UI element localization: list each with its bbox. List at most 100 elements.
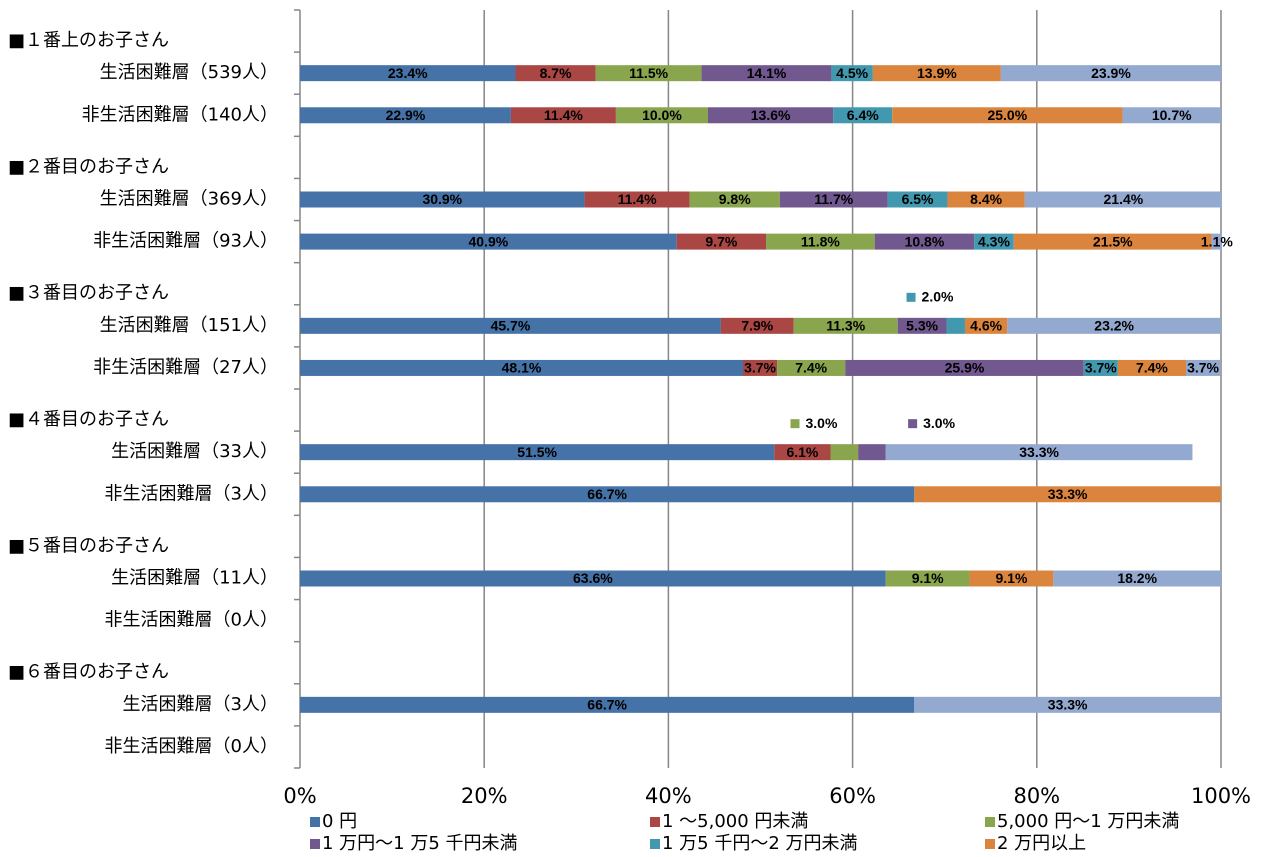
value-label: 51.5% — [517, 444, 557, 460]
bar-segment — [300, 233, 677, 250]
value-label: 33.3% — [1019, 444, 1059, 460]
value-label: 3.7% — [744, 360, 776, 376]
value-label: 4.6% — [970, 318, 1002, 334]
bar-segment — [1211, 233, 1222, 250]
category-label: 生活困難層（539人） — [100, 62, 278, 83]
legend-key — [310, 817, 320, 827]
category-label: 非生活困難層（93人） — [93, 231, 278, 252]
category-label: 生活困難層（369人） — [100, 189, 278, 210]
value-label: 11.4% — [618, 191, 657, 207]
bar-segment — [872, 65, 1001, 82]
bar-segment — [858, 444, 886, 461]
legend-key — [985, 817, 995, 827]
value-label: 22.9% — [386, 107, 426, 123]
group-label: ■６番目のお子さん — [8, 662, 169, 683]
legend-label: 1 万円～1 万5 千円未満 — [322, 833, 518, 854]
value-label: 21.4% — [1104, 191, 1144, 207]
value-label: 11.5% — [629, 65, 668, 81]
bar-segment — [974, 233, 1014, 250]
legend-key — [310, 839, 320, 849]
value-label: 18.2% — [1117, 570, 1157, 586]
bar-segment — [708, 107, 834, 124]
bar-segment — [300, 65, 516, 82]
legend-key — [985, 839, 995, 849]
value-label: 7.4% — [795, 360, 827, 376]
bar-segment — [885, 444, 1193, 461]
value-label: 8.7% — [540, 65, 572, 81]
bar-segment — [300, 570, 886, 587]
value-label: 3.0% — [923, 415, 955, 431]
value-label: 9.1% — [912, 570, 944, 586]
legend-label: 5,000 円～1 万円未満 — [997, 811, 1179, 832]
value-label: 10.0% — [642, 107, 682, 123]
value-label: 14.1% — [747, 65, 787, 81]
label-key — [908, 419, 918, 429]
value-label: 30.9% — [422, 191, 462, 207]
group-label: ■１番上のお子さん — [8, 30, 169, 51]
value-label: 23.2% — [1094, 318, 1134, 334]
bar-segment — [743, 359, 778, 376]
value-label: 13.9% — [917, 65, 957, 81]
value-label: 2.0% — [922, 289, 954, 305]
value-label: 25.0% — [987, 107, 1027, 123]
bar-segment — [701, 65, 832, 82]
value-label: 9.7% — [705, 233, 737, 249]
bar-segment — [793, 317, 898, 334]
group-label: ■２番目のお子さん — [8, 156, 169, 177]
bar-segment — [1000, 65, 1221, 82]
bar-segment — [766, 233, 875, 250]
bar-segment — [885, 570, 970, 587]
category-label: 非生活困難層（3人） — [105, 483, 278, 504]
value-label: 66.7% — [587, 697, 627, 713]
value-label: 9.8% — [719, 191, 751, 207]
category-label: 非生活困難層（27人） — [93, 357, 278, 378]
group-label: ■４番目のお子さん — [8, 409, 169, 430]
value-label: 45.7% — [491, 318, 531, 334]
bar-segment — [584, 191, 690, 208]
value-label: 3.7% — [1085, 360, 1117, 376]
category-label: 非生活困難層（0人） — [105, 610, 278, 631]
bar-segment — [874, 233, 975, 250]
bar-segment — [887, 191, 948, 208]
value-label: 5.3% — [906, 318, 938, 334]
value-label: 3.0% — [805, 415, 837, 431]
value-label: 33.3% — [1048, 697, 1088, 713]
value-label: 4.5% — [836, 65, 868, 81]
value-label: 6.1% — [786, 444, 818, 460]
x-tick-label: 20% — [461, 784, 508, 808]
legend-key — [650, 839, 660, 849]
value-label: 1.1% — [1201, 233, 1233, 249]
group-label: ■３番目のお子さん — [8, 283, 169, 304]
bar-segment — [300, 486, 915, 503]
value-label: 10.8% — [905, 233, 945, 249]
bar-segment — [676, 233, 767, 250]
bar-segment — [1024, 191, 1222, 208]
bar-segment — [892, 107, 1123, 124]
bar-segment — [845, 359, 1084, 376]
value-label: 23.4% — [388, 65, 428, 81]
x-tick-label: 40% — [645, 784, 692, 808]
bar-segment — [897, 317, 947, 334]
value-label: 13.6% — [751, 107, 791, 123]
bar-segment — [1083, 359, 1118, 376]
value-label: 10.7% — [1152, 107, 1192, 123]
bar-segment — [833, 107, 893, 124]
bar-segment — [779, 191, 888, 208]
value-label: 7.9% — [741, 318, 773, 334]
legend-label: 1 万5 千円～2 万円未満 — [662, 833, 858, 854]
value-label: 11.7% — [814, 191, 853, 207]
category-label: 生活困難層（3人） — [123, 694, 278, 715]
bar-segment — [1013, 233, 1212, 250]
category-label: 生活困難層（11人） — [111, 568, 278, 589]
legend-key — [650, 817, 660, 827]
bar-segment — [515, 65, 596, 82]
bar-segment — [914, 696, 1221, 713]
value-label: 7.4% — [1136, 360, 1168, 376]
bar-segment — [1186, 359, 1221, 376]
bar-segment — [300, 317, 721, 334]
value-label: 66.7% — [587, 486, 627, 502]
bar-segment — [964, 317, 1008, 334]
bar-segment — [510, 107, 616, 124]
bar-segment — [300, 191, 585, 208]
